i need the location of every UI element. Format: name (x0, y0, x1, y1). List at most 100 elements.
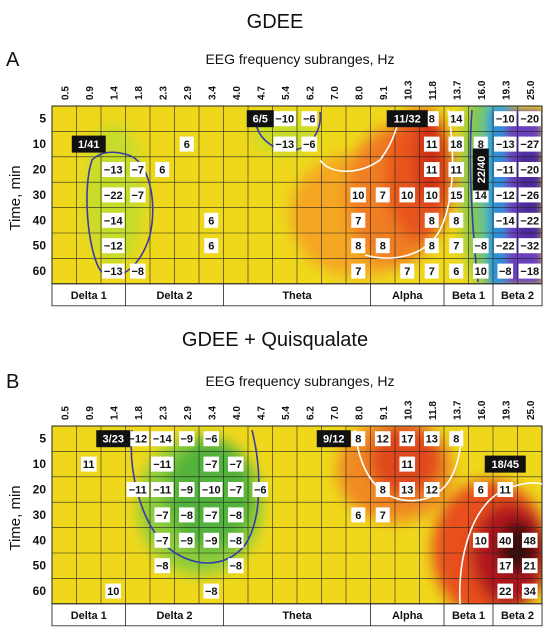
band-label: Alpha (392, 610, 423, 622)
value-box (129, 187, 146, 203)
value-box (154, 558, 171, 574)
x-tick-label: 4.7 (256, 406, 267, 420)
value-box (448, 187, 465, 203)
y-tick-label: 5 (39, 112, 46, 126)
value-labels: −10 −6 8 14 −10 −20 6 −13 −6 11 18 8 −13 −27 −13 −7 6 11 1… (71, 110, 541, 599)
cell-value: −8 (499, 266, 512, 278)
value-box (102, 162, 125, 177)
value-box (203, 532, 220, 548)
value-box (351, 507, 366, 523)
value-box (521, 558, 538, 574)
x-tick-label: 13.7 (452, 80, 463, 100)
panel-a-title: GDEE (247, 11, 304, 33)
value-box (472, 238, 489, 254)
value-box (472, 187, 489, 203)
x-tick-label: 5.4 (281, 406, 292, 420)
ratio-badge (472, 148, 489, 191)
value-box (449, 431, 464, 447)
value-box (154, 507, 171, 523)
cell-value: 7 (380, 510, 386, 522)
cell-value: 40 (499, 535, 511, 547)
value-box (126, 431, 149, 447)
value-box (497, 263, 514, 279)
value-box (494, 187, 517, 203)
cell-value: −11 (129, 485, 147, 497)
cell-value: 12 (426, 485, 438, 497)
value-box (301, 111, 318, 127)
cell-value: −13 (104, 266, 123, 278)
x-tick-label: 7.0 (330, 86, 341, 100)
cell-value: −7 (131, 165, 144, 177)
band-label: Beta 2 (501, 610, 534, 622)
value-box (351, 212, 366, 228)
y-tick-label: 60 (33, 264, 47, 278)
cell-value: −22 (496, 241, 515, 253)
y-tick-label: 10 (33, 137, 47, 151)
cell-value: −7 (205, 459, 218, 471)
value-box (102, 238, 125, 254)
value-box (273, 136, 296, 152)
value-box (497, 558, 514, 574)
cell-value: 6 (453, 266, 459, 278)
value-box (200, 482, 223, 497)
ratio-badge (71, 135, 106, 153)
x-tick-label: 19.3 (501, 80, 512, 100)
value-box (102, 187, 125, 203)
value-box (518, 187, 541, 203)
value-box (151, 431, 174, 447)
cell-value: 48 (524, 535, 536, 547)
value-box (449, 238, 464, 254)
cell-value: −13 (104, 165, 123, 177)
cell-value: 8 (478, 139, 484, 151)
x-tick-label: 0.9 (85, 86, 96, 100)
cell-value: 12 (377, 434, 389, 446)
value-box (521, 532, 538, 548)
value-box (423, 162, 440, 177)
value-box (126, 482, 149, 497)
value-box (424, 111, 439, 127)
value-box (494, 136, 517, 152)
heatmap-border (51, 425, 543, 605)
cell-value: 8 (453, 215, 459, 227)
ratio-badge-text: 22/40 (476, 156, 488, 184)
value-box (518, 136, 541, 152)
value-box (494, 212, 517, 228)
cell-value: −6 (303, 114, 316, 126)
value-box (494, 238, 517, 254)
ratio-badge-text: 9/12 (323, 434, 344, 446)
value-box (423, 431, 440, 447)
y-tick-label: 50 (33, 559, 47, 573)
value-box (351, 263, 366, 279)
cell-value: 8 (355, 241, 361, 253)
value-box (472, 263, 489, 279)
value-box (204, 212, 219, 228)
cell-value: −8 (229, 510, 242, 522)
band-label: Delta 1 (71, 290, 107, 302)
value-box (448, 111, 465, 127)
value-box (472, 532, 489, 548)
cell-value: −6 (303, 139, 316, 151)
value-box (449, 263, 464, 279)
value-box (227, 558, 244, 574)
x-tick-label: 5.4 (281, 86, 292, 100)
cell-value: −7 (131, 190, 144, 202)
value-box (203, 431, 220, 447)
x-tick-label: 2.3 (158, 86, 169, 100)
cell-value: −12 (128, 434, 147, 446)
cell-value: −8 (180, 510, 193, 522)
x-tick-label: 1.4 (109, 86, 120, 100)
cell-value: 10 (475, 266, 487, 278)
cell-value: −9 (180, 485, 193, 497)
ratio-badge (246, 110, 274, 128)
cell-value: 7 (380, 190, 386, 202)
x-tick-label: 6.2 (305, 86, 316, 100)
value-box (521, 583, 538, 599)
cell-value: 14 (475, 190, 488, 202)
x-tick-label: 16.0 (477, 80, 488, 100)
value-box (375, 482, 390, 497)
cell-value: −32 (520, 241, 539, 253)
x-tick-label: 0.5 (60, 406, 71, 420)
ratio-badge (484, 455, 526, 473)
value-box (203, 507, 220, 523)
x-tick-label: 4.7 (256, 86, 267, 100)
